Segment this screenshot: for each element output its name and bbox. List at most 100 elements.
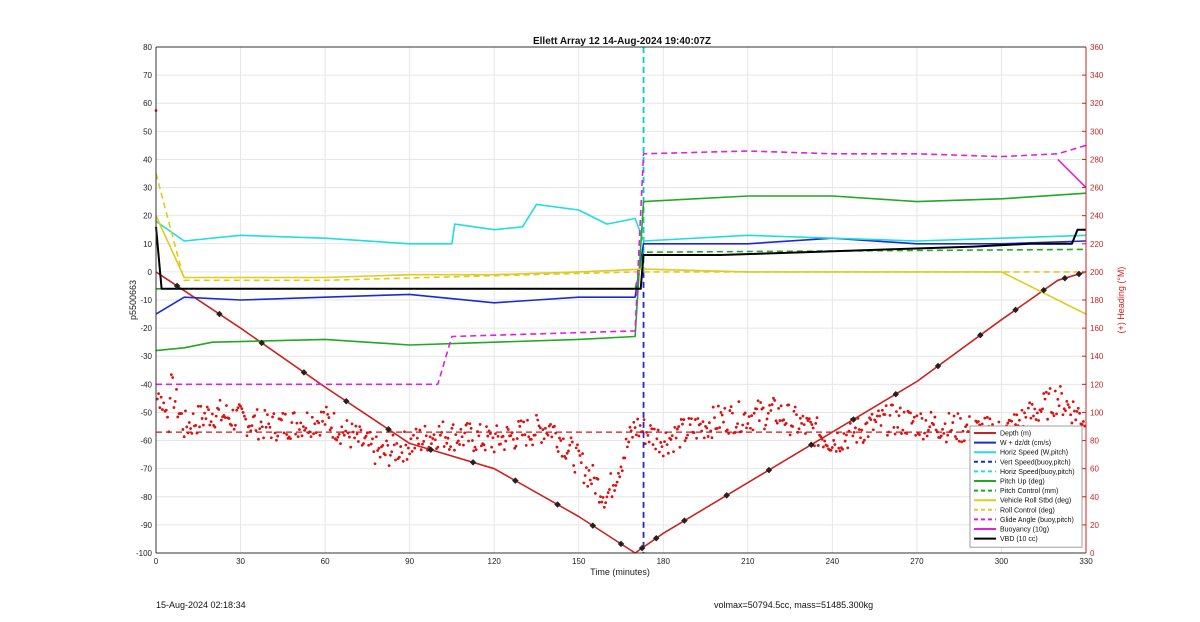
heading-point bbox=[182, 435, 186, 439]
heading-point bbox=[242, 414, 246, 418]
legend-label: Vert Speed(buoy,pitch) bbox=[1000, 459, 1071, 466]
heading-point bbox=[422, 439, 426, 443]
heading-point bbox=[842, 432, 846, 435]
heading-point bbox=[854, 426, 857, 430]
heading-point bbox=[649, 424, 652, 427]
heading-point bbox=[186, 431, 190, 435]
legend-label: W + dz/dt (cm/s) bbox=[1000, 440, 1051, 447]
heading-point bbox=[914, 433, 918, 437]
heading-point bbox=[866, 435, 870, 438]
heading-point bbox=[487, 429, 491, 433]
heading-point bbox=[378, 455, 382, 459]
x-tick-label: 120 bbox=[488, 557, 502, 566]
heading-point bbox=[335, 438, 339, 442]
heading-point bbox=[801, 414, 805, 418]
heading-point bbox=[596, 477, 600, 481]
heading-point bbox=[559, 439, 563, 442]
heading-point bbox=[476, 430, 479, 433]
depth-marker bbox=[300, 369, 308, 376]
heading-point bbox=[629, 429, 633, 433]
heading-point bbox=[941, 427, 944, 431]
heading-point bbox=[636, 417, 640, 421]
heading-point bbox=[897, 414, 901, 418]
heading-point bbox=[295, 421, 299, 425]
heading-point bbox=[371, 437, 374, 441]
heading-point bbox=[645, 430, 649, 434]
heading-point bbox=[494, 432, 497, 436]
heading-point bbox=[1076, 406, 1080, 410]
heading-point bbox=[956, 412, 960, 415]
heading-point bbox=[180, 412, 184, 415]
heading-point bbox=[258, 427, 262, 430]
heading-point bbox=[312, 432, 315, 436]
heading-point bbox=[527, 435, 531, 439]
heading-point bbox=[1083, 424, 1087, 428]
heading-point bbox=[579, 461, 583, 465]
heading-point bbox=[322, 410, 326, 414]
heading-point bbox=[167, 430, 171, 434]
heading-point bbox=[927, 428, 930, 432]
heading-point bbox=[631, 435, 634, 439]
heading-point bbox=[832, 439, 836, 442]
heading-point bbox=[210, 412, 214, 416]
heading-point bbox=[1069, 413, 1073, 417]
heading-point bbox=[763, 427, 766, 431]
heading-point bbox=[1034, 418, 1038, 421]
heading-point bbox=[400, 451, 404, 455]
heading-point bbox=[807, 417, 811, 421]
heading-point bbox=[285, 433, 289, 436]
heading-point bbox=[684, 436, 688, 440]
y-tick-label-right: 220 bbox=[1090, 240, 1104, 249]
y-tick-label-left: 60 bbox=[143, 99, 152, 108]
heading-point bbox=[875, 414, 879, 418]
heading-point bbox=[590, 482, 593, 486]
heading-point bbox=[454, 433, 458, 437]
heading-point bbox=[693, 418, 697, 421]
heading-point bbox=[383, 453, 387, 457]
heading-point bbox=[909, 411, 912, 415]
y-tick-label-left: 30 bbox=[143, 184, 152, 193]
heading-point bbox=[558, 436, 561, 440]
heading-point bbox=[623, 456, 627, 460]
x-tick-label: 0 bbox=[154, 557, 159, 566]
heading-point bbox=[564, 456, 568, 460]
heading-point bbox=[194, 423, 198, 427]
heading-point bbox=[1042, 392, 1046, 395]
heading-point bbox=[806, 419, 810, 423]
heading-point bbox=[731, 411, 734, 415]
heading-point bbox=[833, 443, 837, 446]
y-tick-label-right: 260 bbox=[1090, 184, 1104, 193]
heading-point bbox=[686, 433, 690, 437]
y-tick-label-right: 360 bbox=[1090, 43, 1104, 52]
heading-point bbox=[793, 405, 797, 409]
heading-point bbox=[345, 419, 349, 422]
legend-label: Horiz Speed(buoy,pitch) bbox=[1000, 469, 1075, 476]
series-line-11 bbox=[155, 226, 1086, 290]
heading-point bbox=[805, 416, 809, 420]
heading-point bbox=[560, 454, 564, 458]
heading-point bbox=[414, 427, 418, 431]
heading-point bbox=[722, 420, 725, 424]
heading-point bbox=[240, 407, 244, 411]
heading-point bbox=[171, 376, 175, 379]
heading-point bbox=[1006, 421, 1010, 425]
heading-point bbox=[406, 446, 410, 450]
y-tick-label-right: 160 bbox=[1090, 324, 1104, 333]
heading-point bbox=[169, 373, 173, 376]
heading-point bbox=[362, 442, 365, 445]
heading-point bbox=[743, 411, 747, 415]
heading-point bbox=[253, 414, 257, 418]
heading-point bbox=[980, 422, 984, 426]
heading-point bbox=[642, 418, 646, 422]
heading-point bbox=[773, 399, 777, 402]
heading-point bbox=[264, 425, 268, 429]
heading-point bbox=[766, 411, 770, 415]
heading-point bbox=[556, 450, 560, 453]
heading-point bbox=[618, 475, 622, 479]
heading-point bbox=[1020, 408, 1024, 412]
heading-point bbox=[395, 441, 399, 445]
heading-point bbox=[213, 425, 217, 429]
heading-point bbox=[750, 414, 754, 418]
heading-point bbox=[463, 431, 467, 435]
heading-point bbox=[841, 447, 845, 451]
